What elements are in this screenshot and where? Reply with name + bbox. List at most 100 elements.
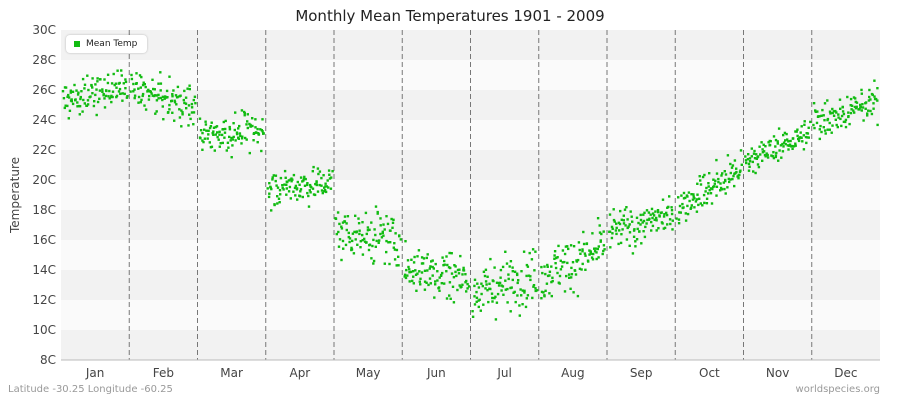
data-point xyxy=(853,105,857,109)
data-point xyxy=(717,177,720,181)
data-point xyxy=(778,149,781,152)
data-point xyxy=(774,154,778,157)
data-point xyxy=(615,232,618,236)
y-tick-label: 20C xyxy=(32,173,56,187)
data-point xyxy=(491,296,494,300)
data-point xyxy=(430,260,433,263)
data-point xyxy=(124,78,127,81)
data-point xyxy=(867,109,870,112)
data-point xyxy=(797,139,801,143)
data-point xyxy=(707,192,710,195)
data-point xyxy=(608,213,612,216)
data-point xyxy=(113,83,116,87)
data-point xyxy=(637,221,640,225)
data-point xyxy=(776,142,779,145)
data-point xyxy=(780,156,783,159)
data-point xyxy=(597,245,600,248)
data-point xyxy=(655,216,658,220)
data-point xyxy=(788,143,792,146)
chart-title: Monthly Mean Temperatures 1901 - 2009 xyxy=(295,7,605,25)
data-point xyxy=(803,123,806,126)
data-point xyxy=(406,259,410,262)
data-point xyxy=(834,109,837,113)
data-point xyxy=(775,151,778,155)
data-point xyxy=(693,206,696,209)
data-point xyxy=(96,80,99,83)
data-point xyxy=(458,284,461,287)
data-point xyxy=(159,82,163,85)
data-point xyxy=(477,286,481,289)
data-point xyxy=(122,82,125,85)
data-point xyxy=(702,193,706,197)
data-point xyxy=(331,170,334,173)
data-point xyxy=(520,270,523,273)
data-point xyxy=(708,189,711,192)
data-point xyxy=(515,272,519,275)
data-point xyxy=(448,251,451,255)
data-point xyxy=(351,239,354,243)
data-point xyxy=(329,187,333,190)
data-point xyxy=(495,301,499,304)
data-point xyxy=(243,114,246,117)
data-point xyxy=(383,262,386,265)
data-point xyxy=(635,216,639,219)
data-point xyxy=(174,94,178,97)
data-point xyxy=(687,191,691,194)
data-point xyxy=(313,193,317,197)
data-point xyxy=(534,287,537,290)
data-point xyxy=(365,241,368,244)
data-point xyxy=(670,206,673,209)
data-point xyxy=(839,107,842,110)
data-point xyxy=(82,98,85,102)
data-point xyxy=(844,118,848,122)
data-point xyxy=(784,139,787,142)
data-point xyxy=(563,260,566,264)
data-point xyxy=(677,222,681,225)
data-point xyxy=(558,274,562,278)
data-point xyxy=(828,110,832,113)
data-point xyxy=(157,93,160,97)
data-point xyxy=(739,149,743,152)
data-point xyxy=(662,215,666,218)
data-point xyxy=(581,248,584,251)
data-point xyxy=(245,138,248,141)
data-point xyxy=(292,173,296,177)
data-point xyxy=(599,240,602,243)
data-point xyxy=(103,78,106,81)
data-point xyxy=(713,182,716,185)
data-point xyxy=(336,211,340,214)
data-point xyxy=(849,111,853,115)
data-point xyxy=(473,284,476,288)
data-point xyxy=(381,230,384,233)
data-point xyxy=(337,245,341,248)
data-point xyxy=(517,279,520,282)
data-point xyxy=(757,165,761,169)
data-point xyxy=(239,134,242,138)
x-tick-label: Jun xyxy=(426,366,446,380)
data-point xyxy=(476,282,479,285)
data-point xyxy=(211,132,214,135)
data-point xyxy=(418,270,421,273)
data-point xyxy=(77,91,80,94)
data-point xyxy=(414,273,418,276)
data-point xyxy=(569,287,572,290)
data-point xyxy=(391,221,395,224)
data-point xyxy=(327,186,330,189)
data-point xyxy=(346,215,350,218)
data-point xyxy=(414,269,417,272)
data-point xyxy=(372,259,376,263)
data-point xyxy=(525,263,529,267)
data-point xyxy=(582,242,586,246)
data-point xyxy=(398,235,401,238)
data-point xyxy=(832,110,836,113)
data-point xyxy=(155,99,159,102)
data-point xyxy=(391,226,394,229)
data-point xyxy=(461,283,464,286)
data-point xyxy=(647,211,651,214)
data-point xyxy=(151,94,154,97)
data-point xyxy=(348,237,352,240)
data-point xyxy=(530,258,534,261)
data-point xyxy=(678,204,682,208)
data-point xyxy=(758,145,761,148)
